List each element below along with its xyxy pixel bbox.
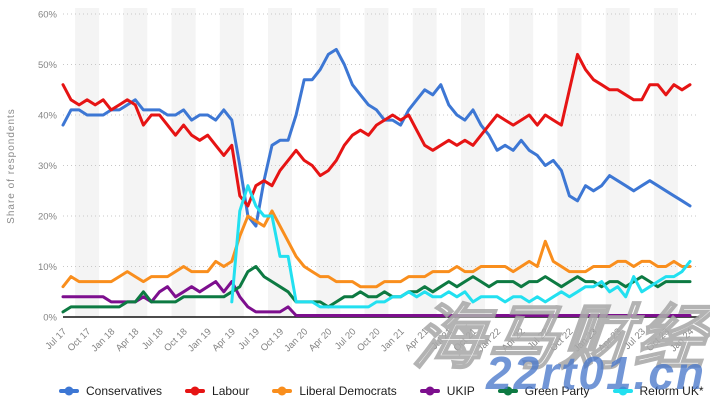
legend-marker-dot	[503, 386, 513, 396]
x-tick-label: Jul 19	[236, 326, 262, 352]
y-tick-label: 40%	[38, 111, 58, 122]
x-tick-label: Oct 22	[548, 326, 576, 354]
x-tick-label: Oct 17	[66, 326, 94, 354]
x-tick-label: Jul 21	[429, 326, 455, 352]
x-tick-label: Jul 22	[526, 326, 552, 352]
y-tick-label: 0%	[43, 313, 57, 324]
y-tick-label: 30%	[38, 161, 58, 172]
y-tick-label: 20%	[38, 212, 58, 223]
x-tick-label: Apr 21	[403, 326, 431, 354]
legend-item-green-party[interactable]: Green Party	[497, 384, 590, 398]
legend-item-conservatives[interactable]: Conservatives	[59, 384, 162, 398]
x-tick-label: Jan 22	[475, 326, 503, 354]
series-line-reform-uk	[230, 184, 692, 309]
y-tick-label: 60%	[38, 10, 58, 21]
legend-marker-reform-uk	[612, 386, 633, 396]
x-tick-label: Oct 18	[162, 326, 190, 354]
x-tick-label: Jan 24	[668, 326, 696, 354]
legend-label: Labour	[212, 384, 250, 398]
legend-item-liberal-democrats[interactable]: Liberal Democrats	[272, 384, 397, 398]
quarter-stripe	[123, 8, 148, 317]
legend-label: Liberal Democrats	[299, 384, 397, 398]
legend-marker-dot	[190, 386, 200, 396]
legend-marker-green-party	[497, 386, 518, 396]
quarter-stripe	[605, 8, 630, 317]
legend-label: Reform UK*	[639, 384, 704, 398]
x-tick-label: Oct 21	[452, 326, 480, 354]
series-line-labour	[61, 52, 692, 208]
legend-marker-dot	[425, 386, 435, 396]
quarter-stripe	[412, 8, 437, 317]
x-tick-label: Jan 19	[186, 326, 214, 354]
x-tick-label: Jul 17	[43, 326, 69, 352]
quarter-stripe	[75, 8, 100, 317]
x-tick-label: Oct 20	[355, 326, 383, 354]
x-tick-label: Apr 18	[114, 326, 142, 354]
series-line-conservatives	[61, 47, 692, 228]
y-tick-label: 10%	[38, 262, 58, 273]
legend-label: UKIP	[446, 384, 475, 398]
legend-item-labour[interactable]: Labour	[185, 384, 249, 398]
x-tick-label: Jul 23	[622, 326, 648, 352]
legend-label: Green Party	[524, 384, 590, 398]
x-tick-label: Jan 18	[89, 326, 117, 354]
legend-item-reform-uk[interactable]: Reform UK*	[612, 384, 704, 398]
y-tick-label: 50%	[38, 60, 58, 71]
x-tick-label: Jan 23	[572, 326, 600, 354]
legend-label: Conservatives	[86, 384, 163, 398]
legend-marker-ukip	[419, 386, 440, 396]
y-axis-title: Share of respondents	[6, 108, 17, 224]
legend-marker-dot	[64, 386, 74, 396]
legend-marker-liberal-democrats	[272, 386, 293, 396]
x-tick-label: Jan 20	[282, 326, 310, 354]
poll-line-chart: Share of respondents 0% 10% 20% 30% 40% 50% 60…	[6, 8, 699, 354]
legend-marker-dot	[618, 386, 627, 396]
x-tick-label: Apr 22	[500, 326, 528, 354]
x-tick-label: Apr 23	[596, 326, 624, 354]
x-tick-label: Oct 23	[644, 326, 672, 354]
legend-item-ukip[interactable]: UKIP	[419, 384, 475, 398]
legend-marker-conservatives	[59, 386, 79, 396]
x-tick-label: Apr 19	[210, 326, 238, 354]
quarter-stripe	[653, 8, 678, 317]
legend-marker-labour	[185, 386, 206, 396]
series-line-green-party	[61, 265, 692, 314]
legend: Conservatives Labour Liberal Democrats UKIP…	[59, 384, 704, 398]
quarter-stripe	[268, 8, 292, 317]
series-line-ukip	[61, 280, 692, 317]
x-tick-label: Jul 20	[333, 326, 359, 352]
x-tick-label: Jul 18	[140, 326, 166, 352]
x-tick-label: Apr 20	[307, 326, 335, 354]
series-lines	[61, 47, 692, 317]
quarter-stripe	[364, 8, 389, 317]
x-tick-label: Jan 21	[379, 326, 407, 354]
legend-marker-dot	[277, 386, 287, 396]
series-line-liberal-democrats	[61, 209, 692, 289]
x-tick-label: Oct 19	[259, 326, 287, 354]
y-axis-ticks: 0% 10% 20% 30% 40% 50% 60%	[38, 10, 58, 324]
